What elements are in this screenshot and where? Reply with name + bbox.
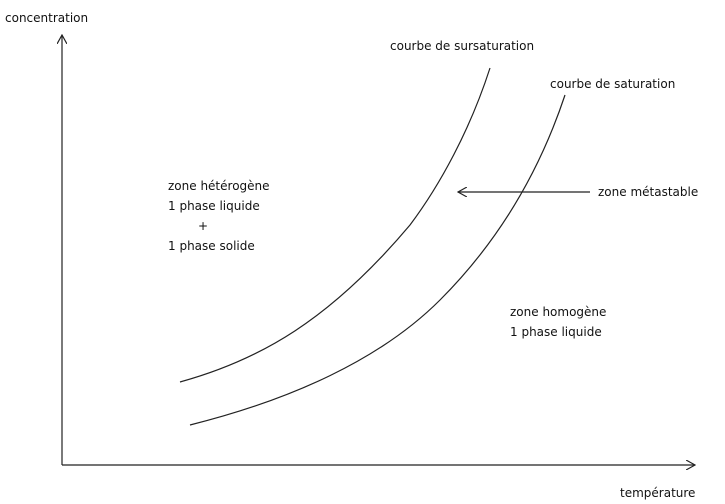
curve-label: courbe de sursaturation <box>390 39 534 53</box>
supersaturation-curve <box>179 67 491 383</box>
y-axis-label: concentration <box>5 11 88 25</box>
saturation-curve <box>189 94 566 426</box>
curve-label: courbe de saturation <box>550 77 675 91</box>
zone-label: 1 phase solide <box>168 239 255 253</box>
zone-label: zone homogène <box>510 305 606 319</box>
x-axis-label: température <box>620 486 695 500</box>
zone-label: 1 phase liquide <box>168 199 260 213</box>
zone-label: + <box>198 219 208 233</box>
zone-label: 1 phase liquide <box>510 325 602 339</box>
zone-label: zone métastable <box>598 185 698 199</box>
zone-label: zone hétérogène <box>168 179 270 193</box>
